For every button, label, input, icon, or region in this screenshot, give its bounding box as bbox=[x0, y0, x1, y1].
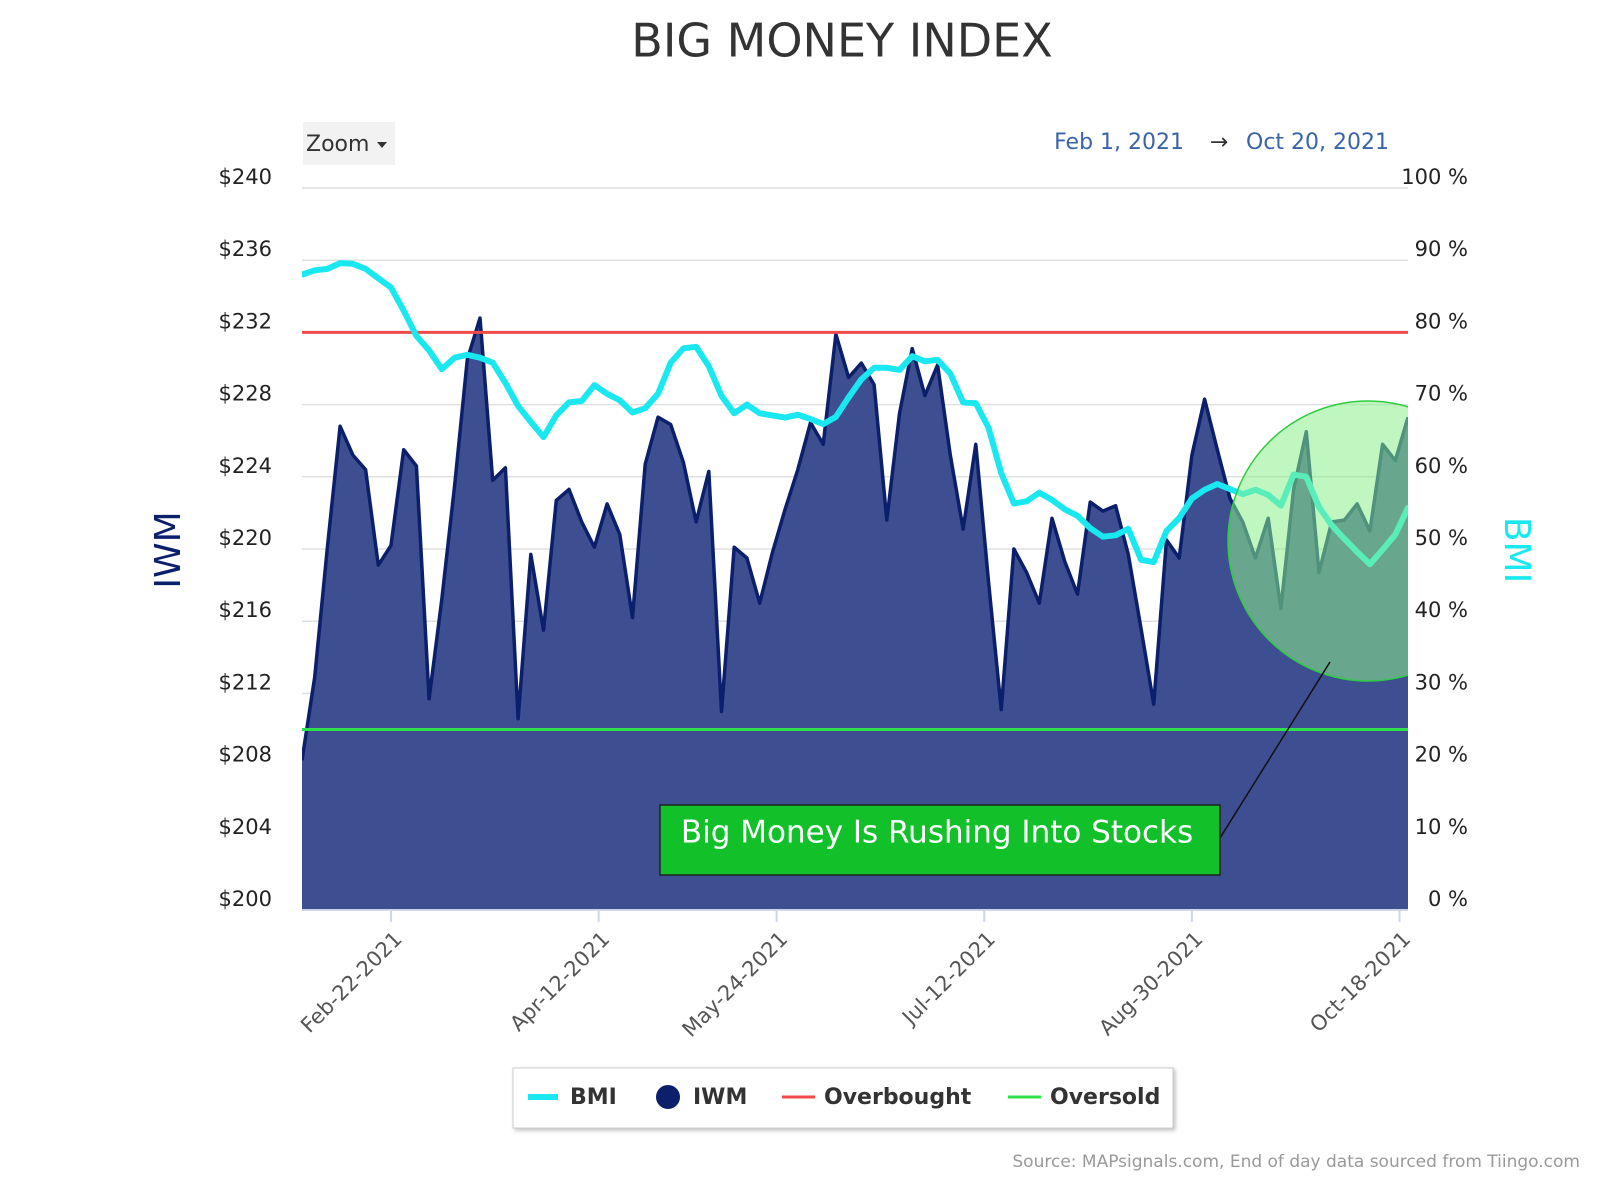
range-from[interactable]: Feb 1, 2021 bbox=[1054, 130, 1184, 155]
range-separator: → bbox=[1210, 130, 1228, 155]
y-axis-title: IWM bbox=[148, 511, 189, 588]
highlight-circle bbox=[1227, 400, 1408, 682]
y-tick-label: $200 bbox=[219, 887, 272, 911]
y2-tick-label: 10 % bbox=[1415, 815, 1468, 839]
annotation-group: Big Money Is Rushing Into Stocks bbox=[659, 661, 1331, 876]
annotation-box bbox=[659, 804, 1221, 876]
source-note: Source: MAPsignals.com, End of day data … bbox=[1012, 1152, 1580, 1172]
x-tick-label: Feb-22-2021 bbox=[296, 927, 407, 1038]
y2-tick-label: 20 % bbox=[1415, 743, 1468, 767]
annotation-connector bbox=[1219, 661, 1331, 839]
legend-label[interactable]: BMI bbox=[570, 1085, 617, 1110]
zoom-caret[interactable] bbox=[377, 142, 387, 148]
y2-tick-label: 80 % bbox=[1415, 309, 1468, 333]
legend-label[interactable]: IWM bbox=[693, 1085, 747, 1110]
y-tick-label: $216 bbox=[219, 598, 272, 622]
area-fill bbox=[302, 318, 1408, 910]
chart-title: BIG MONEY INDEX bbox=[631, 14, 1052, 68]
y2-axis-title: BMI bbox=[1496, 517, 1537, 583]
area-line bbox=[302, 316, 1408, 761]
y2-tick-label: 100 % bbox=[1401, 165, 1468, 189]
y-tick-label: $228 bbox=[219, 382, 272, 406]
y2-tick-label: 30 % bbox=[1415, 670, 1468, 694]
legend-marker[interactable] bbox=[656, 1085, 680, 1109]
y-tick-label: $232 bbox=[219, 309, 272, 333]
y2-tick-label: 70 % bbox=[1415, 382, 1468, 406]
y-tick-label: $224 bbox=[219, 454, 272, 478]
x-tick-label: Aug-30-2021 bbox=[1094, 927, 1207, 1040]
plot-area bbox=[302, 260, 1408, 910]
x-tick-label: Apr-12-2021 bbox=[505, 927, 614, 1036]
y-tick-label: $240 bbox=[219, 165, 272, 189]
y-tick-label: $208 bbox=[219, 743, 272, 767]
y2-tick-label: 90 % bbox=[1415, 237, 1468, 261]
y-tick-label: $212 bbox=[219, 670, 272, 694]
y2-tick-label: 60 % bbox=[1415, 454, 1468, 478]
y2-tick-label: 50 % bbox=[1415, 526, 1468, 550]
legend: BMI IWM Overbought Oversold bbox=[528, 1085, 1160, 1110]
y-tick-label: $220 bbox=[219, 526, 272, 550]
y2-tick-label: 0 % bbox=[1428, 887, 1468, 911]
legend-box bbox=[512, 1067, 1174, 1129]
series-line bbox=[302, 260, 1408, 568]
x-tick-label: Jul-12-2021 bbox=[896, 927, 1000, 1031]
x-tick-label: May-24-2021 bbox=[678, 927, 793, 1042]
y-tick-label: $236 bbox=[219, 237, 272, 261]
x-tick-label: Oct-18-2021 bbox=[1305, 927, 1415, 1037]
y2-tick-label: 40 % bbox=[1415, 598, 1468, 622]
annotation-text: Big Money Is Rushing Into Stocks bbox=[681, 815, 1193, 851]
range-to[interactable]: Oct 20, 2021 bbox=[1246, 130, 1389, 155]
legend-label[interactable]: Overbought bbox=[824, 1085, 972, 1110]
legend-label[interactable]: Oversold bbox=[1050, 1085, 1160, 1110]
y-tick-label: $204 bbox=[219, 815, 272, 839]
zoom-label[interactable]: Zoom bbox=[306, 132, 369, 157]
